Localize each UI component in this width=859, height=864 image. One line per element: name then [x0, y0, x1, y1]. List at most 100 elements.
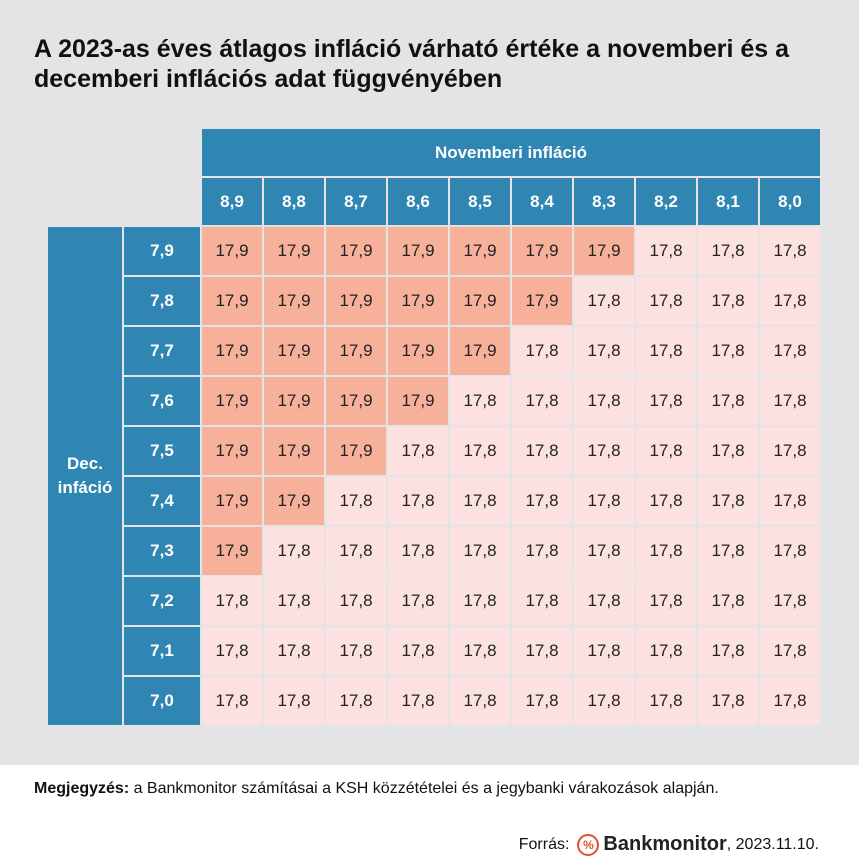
table-cell: 17,9 — [388, 327, 448, 375]
table-cell: 17,8 — [760, 677, 820, 725]
table-cell: 17,9 — [264, 427, 324, 475]
table-cell: 17,9 — [326, 227, 386, 275]
footer-note: Megjegyzés: a Bankmonitor számításai a K… — [34, 778, 824, 800]
row-header-cell: 7,5 — [124, 427, 200, 475]
table-cell: 17,8 — [512, 627, 572, 675]
table-cell: 17,8 — [760, 327, 820, 375]
table-cell: 17,9 — [326, 377, 386, 425]
table-cell: 17,8 — [636, 527, 696, 575]
table-cell: 17,8 — [326, 477, 386, 525]
table-cell: 17,8 — [760, 627, 820, 675]
table-cell: 17,8 — [636, 477, 696, 525]
note-text: a Bankmonitor számításai a KSH közzététe… — [129, 780, 719, 797]
row-header-cell: 7,8 — [124, 277, 200, 325]
column-header-cell: 8,8 — [264, 178, 324, 225]
table-cell: 17,8 — [326, 627, 386, 675]
table-cell: 17,8 — [512, 327, 572, 375]
table-cell: 17,9 — [202, 527, 262, 575]
table-cell: 17,9 — [326, 277, 386, 325]
table-cell: 17,9 — [512, 277, 572, 325]
table-cell: 17,8 — [574, 577, 634, 625]
table-cell: 17,8 — [698, 527, 758, 575]
table-cell: 17,8 — [574, 527, 634, 575]
row-header-cell: 7,7 — [124, 327, 200, 375]
table-cell: 17,8 — [388, 627, 448, 675]
table-cell: 17,8 — [574, 627, 634, 675]
table-cell: 17,8 — [636, 377, 696, 425]
table-cell: 17,8 — [636, 577, 696, 625]
table-cell: 17,8 — [388, 527, 448, 575]
table-cell: 17,8 — [760, 227, 820, 275]
table-cell: 17,8 — [264, 527, 324, 575]
table-cell: 17,8 — [760, 377, 820, 425]
table-cell: 17,8 — [574, 477, 634, 525]
corner-spacer — [48, 129, 200, 225]
table-cell: 17,9 — [450, 327, 510, 375]
row-header-cell: 7,9 — [124, 227, 200, 275]
table-cell: 17,8 — [698, 427, 758, 475]
table-cell: 17,8 — [450, 627, 510, 675]
row-header-cell: 7,1 — [124, 627, 200, 675]
table-cell: 17,9 — [264, 327, 324, 375]
table-cell: 17,9 — [574, 227, 634, 275]
column-header-cell: 8,5 — [450, 178, 510, 225]
table-cell: 17,9 — [264, 227, 324, 275]
table-cell: 17,8 — [760, 477, 820, 525]
chart-panel: A 2023-as éves átlagos infláció várható … — [0, 0, 859, 765]
table-cell: 17,9 — [264, 277, 324, 325]
table-cell: 17,9 — [202, 227, 262, 275]
table-cell: 17,8 — [698, 227, 758, 275]
table-cell: 17,9 — [202, 477, 262, 525]
table-cell: 17,8 — [698, 277, 758, 325]
table-cell: 17,8 — [698, 377, 758, 425]
table-cell: 17,8 — [264, 677, 324, 725]
table-cell: 17,8 — [450, 427, 510, 475]
table-cell: 17,8 — [388, 427, 448, 475]
table-cell: 17,8 — [698, 577, 758, 625]
table-cell: 17,9 — [202, 277, 262, 325]
table-cell: 17,8 — [636, 427, 696, 475]
table-cell: 17,8 — [698, 477, 758, 525]
table-cell: 17,9 — [512, 227, 572, 275]
table-cell: 17,8 — [574, 277, 634, 325]
table-cell: 17,9 — [388, 277, 448, 325]
table-cell: 17,8 — [264, 577, 324, 625]
table-cell: 17,8 — [636, 627, 696, 675]
column-header-cell: 8,3 — [574, 178, 634, 225]
table-cell: 17,8 — [388, 577, 448, 625]
column-header-cell: 8,7 — [326, 178, 386, 225]
table-cell: 17,8 — [388, 477, 448, 525]
note-label: Megjegyzés: — [34, 780, 130, 797]
column-header-cell: 8,9 — [202, 178, 262, 225]
table-cell: 17,8 — [760, 427, 820, 475]
table-cell: 17,8 — [512, 677, 572, 725]
table-cell: 17,8 — [512, 377, 572, 425]
table-cell: 17,8 — [760, 277, 820, 325]
table-cell: 17,8 — [450, 677, 510, 725]
source-date: , 2023.11.10. — [726, 835, 819, 853]
table-cell: 17,8 — [264, 627, 324, 675]
table-cell: 17,8 — [698, 327, 758, 375]
table-cell: 17,9 — [264, 477, 324, 525]
column-header-cell: 8,6 — [388, 178, 448, 225]
bankmonitor-logo-icon: % — [577, 833, 600, 856]
table-cell: 17,8 — [636, 277, 696, 325]
table-cell: 17,8 — [326, 527, 386, 575]
column-header-cell: 8,4 — [512, 178, 572, 225]
table-cell: 17,8 — [202, 627, 262, 675]
source-label: Forrás: — [518, 835, 570, 853]
table-cell: 17,8 — [450, 377, 510, 425]
table-cell: 17,8 — [760, 527, 820, 575]
table-cell: 17,9 — [326, 327, 386, 375]
row-header-cell: 7,2 — [124, 577, 200, 625]
table-cell: 17,8 — [202, 677, 262, 725]
table-cell: 17,9 — [450, 277, 510, 325]
table-cell: 17,8 — [574, 377, 634, 425]
table-cell: 17,8 — [202, 577, 262, 625]
table-cell: 17,8 — [636, 677, 696, 725]
column-header-cell: 8,2 — [636, 178, 696, 225]
table-cell: 17,9 — [264, 377, 324, 425]
table-cell: 17,8 — [636, 327, 696, 375]
table-cell: 17,8 — [574, 327, 634, 375]
table-cell: 17,8 — [388, 677, 448, 725]
